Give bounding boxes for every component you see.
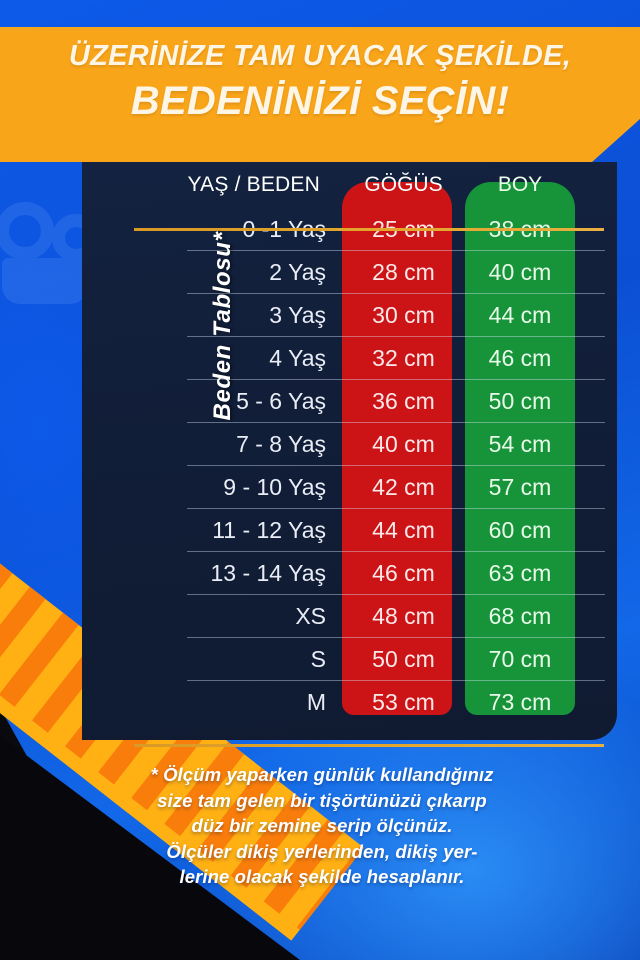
cell-age: 13 - 14 Yaş	[210, 560, 326, 586]
table-row[interactable]: 7 - 8 Yaş 40 cm 54 cm	[82, 423, 617, 466]
measurement-footnote: * Ölçüm yaparken günlük kullandığınız siz…	[96, 762, 548, 890]
row-separator	[187, 637, 605, 638]
table-row[interactable]: 5 - 6 Yaş 36 cm 50 cm	[82, 380, 617, 423]
table-row[interactable]: 13 - 14 Yaş 46 cm 63 cm	[82, 552, 617, 595]
size-table-panel: Beden Tablosu* YAŞ / BEDEN GÖĞÜS BOY 0 -…	[82, 162, 617, 747]
row-separator	[187, 379, 605, 380]
cell-age: S	[310, 646, 326, 672]
footnote-line: size tam gelen bir tişörtünüzü çıkarıp	[157, 789, 487, 811]
cell-age: 5 - 6 Yaş	[236, 388, 326, 414]
cell-age: 4 Yaş	[269, 345, 326, 371]
table-header-row: YAŞ / BEDEN GÖĞÜS BOY	[82, 162, 617, 208]
table-row[interactable]: 2 Yaş 28 cm 40 cm	[82, 251, 617, 294]
chest-column-highlight	[342, 182, 452, 715]
header-cell-height: BOY	[497, 173, 543, 196]
table-row[interactable]: 3 Yaş 30 cm 44 cm	[82, 294, 617, 337]
row-separator	[187, 594, 605, 595]
cell-height: 46 cm	[488, 345, 552, 371]
row-separator	[187, 680, 605, 681]
table-row[interactable]: 4 Yaş 32 cm 46 cm	[82, 337, 617, 380]
cell-height: 40 cm	[488, 259, 552, 285]
header-cell-chest: GÖĞÜS	[364, 173, 443, 196]
cell-age: 7 - 8 Yaş	[236, 431, 326, 457]
row-separator	[187, 293, 605, 294]
cell-height: 50 cm	[488, 388, 552, 414]
cell-age: 3 Yaş	[269, 302, 326, 328]
cell-chest: 40 cm	[372, 431, 435, 457]
footnote-line: düz bir zemine serip ölçünüz.	[191, 815, 453, 836]
footnote-line: Ölçüler dikiş yerlerinden, dikiş yer-	[166, 840, 478, 862]
row-separator	[187, 508, 605, 509]
table-row[interactable]: 11 - 12 Yaş 44 cm 60 cm	[82, 509, 617, 552]
cell-height: 73 cm	[488, 689, 552, 715]
cell-height: 60 cm	[488, 517, 552, 543]
row-separator	[187, 465, 605, 466]
cell-chest: 50 cm	[372, 646, 435, 672]
cell-age: XS	[295, 603, 326, 629]
row-separator	[187, 422, 605, 423]
banner-line-2: BEDENİNİZİ SEÇİN!	[130, 79, 510, 123]
cell-height: 57 cm	[488, 474, 552, 500]
cell-height: 54 cm	[488, 431, 552, 457]
footnote-line: * Ölçüm yaparken günlük kullandığınız	[150, 764, 494, 785]
footnote-line: lerine olacak şekilde hesaplanır.	[179, 866, 465, 887]
table-row[interactable]: 9 - 10 Yaş 42 cm 57 cm	[82, 466, 617, 509]
cell-chest: 48 cm	[372, 603, 435, 629]
cell-chest: 32 cm	[372, 345, 435, 371]
cell-age: M	[306, 689, 326, 715]
cell-chest: 46 cm	[372, 560, 435, 586]
cell-chest: 28 cm	[372, 259, 435, 285]
header-banner: ÜZERİNİZE TAM UYACAK ŞEKİLDE, BEDENİNİZİ…	[0, 27, 640, 162]
cell-age: 11 - 12 Yaş	[212, 517, 326, 543]
row-separator	[187, 551, 605, 552]
adult-sizes-divider-rule	[134, 744, 604, 747]
row-separator	[187, 336, 605, 337]
cell-height: 44 cm	[488, 302, 552, 328]
cell-chest: 36 cm	[372, 388, 435, 414]
cell-age: 2 Yaş	[269, 259, 326, 285]
size-table: YAŞ / BEDEN GÖĞÜS BOY 0 -1 Yaş 25 cm 38 cm…	[82, 162, 617, 724]
cell-height: 63 cm	[488, 560, 552, 586]
cell-chest: 30 cm	[372, 302, 435, 328]
header-divider-rule	[134, 228, 604, 231]
cell-chest: 44 cm	[372, 517, 435, 543]
table-row[interactable]: XS 48 cm 68 cm	[82, 595, 617, 638]
cell-height: 70 cm	[488, 646, 552, 672]
header-cell-age: YAŞ / BEDEN	[187, 173, 320, 196]
cell-chest: 42 cm	[372, 474, 435, 500]
cell-height: 68 cm	[488, 603, 552, 629]
row-separator	[187, 250, 605, 251]
table-row[interactable]: S 50 cm 70 cm	[82, 638, 617, 681]
cell-chest: 53 cm	[372, 689, 435, 715]
table-row[interactable]: M 53 cm 73 cm	[82, 681, 617, 724]
banner-line-1: ÜZERİNİZE TAM UYACAK ŞEKİLDE,	[68, 40, 572, 72]
cell-age: 9 - 10 Yaş	[223, 474, 326, 500]
height-column-highlight	[465, 182, 575, 715]
